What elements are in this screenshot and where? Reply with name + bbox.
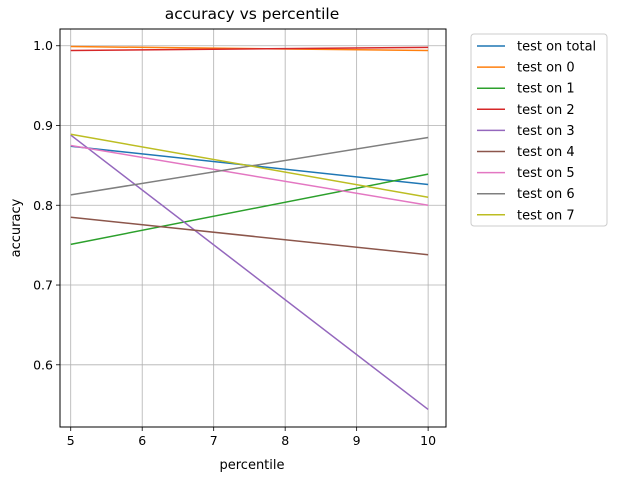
legend-label: test on 5 [517, 166, 575, 181]
legend-frame [470, 33, 608, 227]
series-line-2 [70, 46, 429, 52]
y-tick-label: 0.9 [33, 118, 53, 133]
series-line-7 [70, 133, 429, 199]
grid-lines [60, 29, 446, 427]
x-tick-label: 6 [138, 433, 146, 448]
x-tick-label: 8 [281, 433, 289, 448]
legend-label: test on 1 [517, 82, 575, 97]
legend-label: test on 4 [517, 145, 575, 160]
x-tick-label: 10 [420, 433, 436, 448]
series-line-5 [70, 144, 429, 207]
legend-label: test on 3 [517, 124, 575, 139]
legend-label: test on total [517, 40, 596, 55]
x-axis-label: percentile [219, 458, 284, 473]
y-tick-label: 1.0 [33, 38, 53, 53]
legend-label: test on 6 [517, 187, 575, 202]
legend-label: test on 7 [517, 208, 575, 223]
x-tick-label: 5 [67, 433, 75, 448]
plot-frame [59, 28, 447, 428]
chart-title: accuracy vs percentile [165, 5, 340, 23]
y-tick-label: 0.7 [33, 278, 53, 293]
x-tick-label: 7 [210, 433, 218, 448]
y-tick-label: 0.6 [33, 357, 53, 372]
x-axis-ticks: 5 6 7 8 9 10 [67, 427, 436, 448]
series-line-4 [70, 216, 429, 256]
series-line-1 [70, 173, 429, 246]
series-line-3 [70, 134, 429, 411]
x-tick-label: 9 [353, 433, 361, 448]
y-tick-label: 0.8 [33, 198, 53, 213]
legend-label: test on 2 [517, 103, 575, 118]
series-lines [70, 45, 429, 411]
legend: test on total test on 0 test on 1 test on 2… [470, 33, 608, 227]
y-axis-label: accuracy [9, 198, 24, 257]
legend-label: test on 0 [517, 61, 575, 76]
y-axis-ticks: 0.6 0.7 0.8 0.9 1.0 [33, 38, 60, 372]
